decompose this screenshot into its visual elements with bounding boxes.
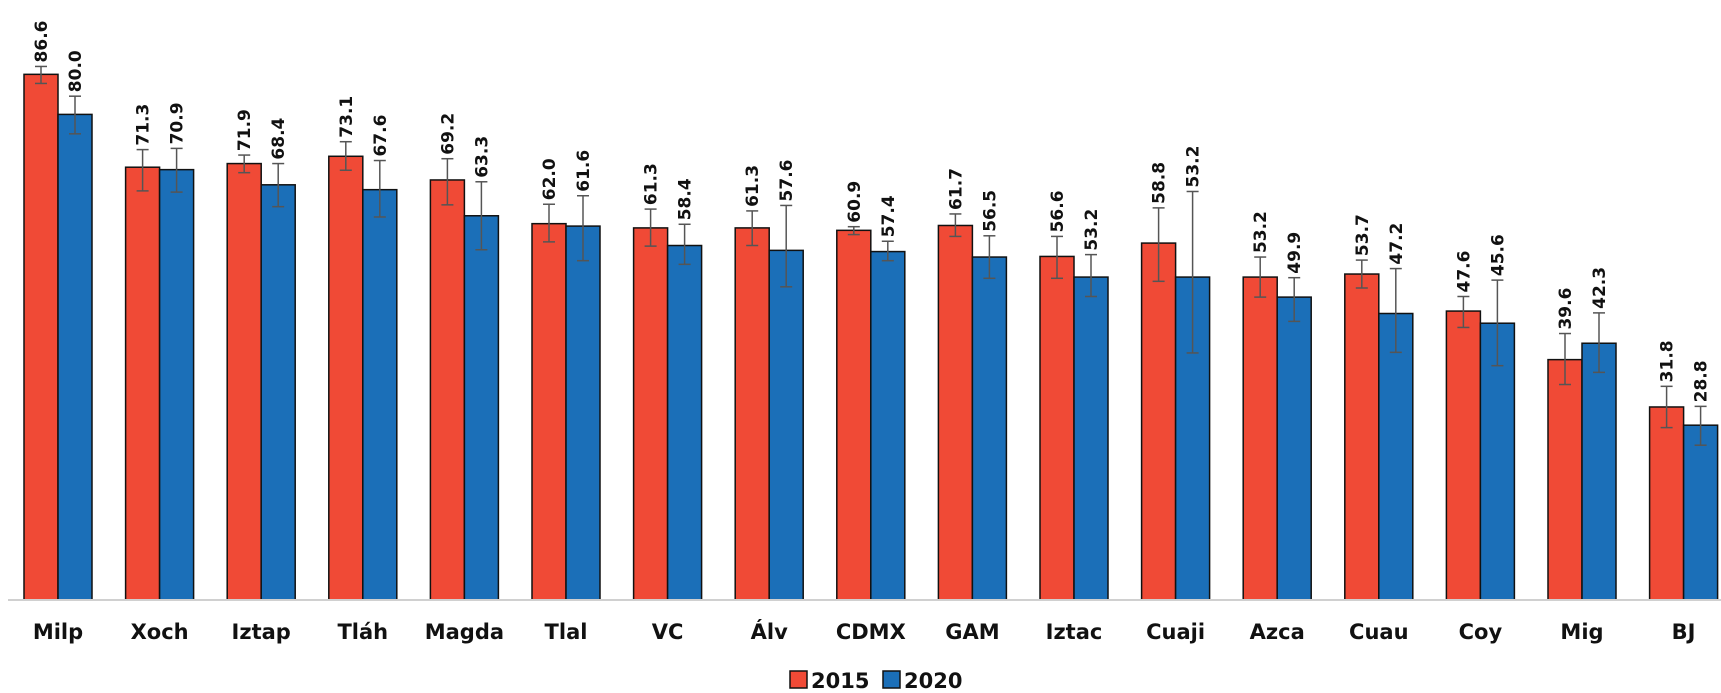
bar-2015-Cuau [1344, 273, 1380, 601]
legend-swatch-2020 [882, 670, 901, 689]
value-label-2020-Iztac: 53.2 [1082, 209, 1102, 251]
category-label-Mig: Mig [1560, 620, 1603, 644]
legend-label-2020: 2020 [904, 669, 962, 693]
value-label-2020-Xoch: 70.9 [168, 102, 188, 144]
value-label-2020-GAM: 56.5 [980, 190, 1000, 232]
bar-2015-Tláh [328, 155, 364, 601]
legend: 2015 2020 [789, 669, 962, 693]
bar-2020-Iztap [260, 184, 296, 601]
category-label-CDMX: CDMX [836, 620, 906, 644]
legend-swatch-2015 [789, 670, 808, 689]
bar-2015-Iztac [1039, 255, 1075, 601]
bar-2020-Iztac [1073, 276, 1109, 601]
category-label-Coy: Coy [1459, 620, 1503, 644]
bars-layer [23, 73, 1719, 601]
value-label-2015-Coy: 47.6 [1454, 251, 1474, 293]
bar-2020-Azca [1276, 296, 1312, 601]
value-label-2015-Magda: 69.2 [438, 113, 458, 155]
category-label-Azca: Azca [1250, 620, 1305, 644]
bar-2015-BJ [1648, 406, 1685, 601]
bar-2015-Mig [1547, 358, 1583, 601]
bar-2015-GAM [937, 224, 974, 601]
bar-2015-Coy [1445, 310, 1482, 601]
value-label-2020-Álv: 57.6 [777, 159, 797, 201]
bar-2020-Tláh [362, 188, 398, 601]
category-label-BJ: BJ [1672, 620, 1696, 644]
category-label-Iztac: Iztac [1046, 620, 1103, 644]
bar-2020-Álv [768, 249, 804, 601]
bar-2020-GAM [971, 256, 1008, 601]
value-label-2015-Álv: 61.3 [743, 165, 763, 207]
value-label-2015-Mig: 39.6 [1556, 288, 1576, 330]
category-label-Cuau: Cuau [1349, 620, 1408, 644]
value-label-2020-CDMX: 57.4 [879, 195, 899, 237]
bar-2015-Milp [23, 73, 59, 601]
value-label-2020-BJ: 28.8 [1692, 360, 1712, 402]
bar-2015-Azca [1242, 276, 1278, 601]
value-label-2020-Tlal: 61.6 [574, 150, 594, 192]
bar-2020-Mig [1581, 342, 1617, 601]
legend-label-2015: 2015 [811, 669, 869, 693]
value-label-2020-Tláh: 67.6 [371, 115, 391, 157]
value-label-2015-BJ: 31.8 [1658, 340, 1678, 382]
bar-2015-CDMX [836, 229, 872, 601]
value-label-2015-Cuaji: 58.8 [1150, 162, 1170, 204]
bar-2015-Iztap [226, 162, 262, 601]
value-label-2020-VC: 58.4 [676, 178, 696, 220]
value-label-2015-CDMX: 60.9 [845, 181, 865, 223]
bar-2020-Tlal [565, 225, 601, 601]
value-label-2015-Azca: 53.2 [1251, 211, 1271, 253]
value-label-2015-Xoch: 71.3 [134, 104, 154, 146]
category-label-Xoch: Xoch [131, 620, 189, 644]
bar-2020-Milp [57, 113, 93, 601]
bar-2015-Álv [734, 227, 770, 601]
value-label-2015-VC: 61.3 [642, 163, 662, 205]
category-label-Iztap: Iztap [232, 620, 291, 644]
error-bars-layer [35, 65, 1707, 446]
value-labels-layer: 86.6 80.0 71.3 70.9 71.9 68.4 73.1 67.6 69.2 63.3… [32, 20, 1712, 402]
category-label-Milp: Milp [33, 620, 83, 644]
bar-2020-Xoch [158, 168, 195, 601]
bar-2020-Coy [1479, 322, 1516, 601]
value-label-2020-Mig: 42.3 [1590, 267, 1610, 309]
value-label-2015-Tláh: 73.1 [337, 96, 357, 138]
category-label-Magda: Magda [425, 620, 504, 644]
category-label-VC: VC [652, 620, 684, 644]
category-label-Tláh: Tláh [337, 620, 388, 644]
value-label-2015-Milp: 86.6 [32, 20, 52, 62]
value-label-2020-Iztap: 68.4 [269, 117, 289, 159]
bar-2020-Magda [463, 215, 500, 601]
bar-2015-Tlal [531, 222, 567, 601]
value-label-2015-GAM: 61.7 [946, 168, 966, 210]
bar-2015-Magda [429, 179, 466, 601]
bar-2015-Cuaji [1140, 242, 1177, 601]
category-label-Cuaji: Cuaji [1146, 620, 1205, 644]
value-label-2015-Cuau: 53.7 [1353, 214, 1373, 256]
category-label-Álv: Álv [751, 619, 788, 644]
bar-2020-Cuau [1378, 312, 1414, 601]
value-label-2020-Cuau: 47.2 [1387, 223, 1407, 265]
category-label-GAM: GAM [945, 620, 999, 644]
category-labels-layer: Milp Xoch Iztap Tláh Magda Tlal VC Álv CDMX GAM Iz… [33, 619, 1696, 644]
bar-2015-VC [632, 227, 669, 601]
value-label-2020-Magda: 63.3 [472, 136, 492, 178]
value-label-2020-Azca: 49.9 [1285, 232, 1305, 274]
category-label-Tlal: Tlal [545, 620, 588, 644]
bar-2020-CDMX [870, 250, 906, 601]
value-label-2015-Tlal: 62.0 [540, 158, 560, 200]
bar-2020-BJ [1682, 424, 1719, 601]
value-label-2020-Cuaji: 53.2 [1184, 146, 1204, 188]
bar-2015-Xoch [124, 166, 161, 601]
bar-2020-VC [666, 244, 703, 601]
value-label-2015-Iztac: 56.6 [1048, 190, 1068, 232]
value-label-2015-Iztap: 71.9 [235, 109, 255, 151]
value-label-2020-Coy: 45.6 [1488, 234, 1508, 276]
value-label-2020-Milp: 80.0 [66, 50, 86, 92]
